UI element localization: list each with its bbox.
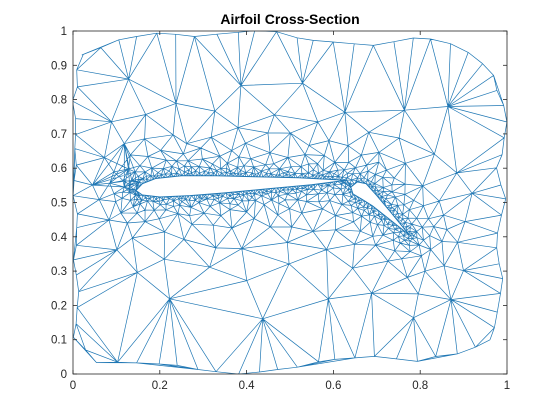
y-tick-label: 0.4 — [51, 232, 68, 244]
y-tick-label: 0.8 — [51, 95, 67, 107]
y-tick-label: 0.6 — [51, 163, 67, 175]
x-tick-label: 0.8 — [412, 380, 428, 392]
y-tick-label: 0.2 — [51, 300, 67, 312]
y-axis: 0 0.1 0.2 0.3 0.4 0.5 0.6 0.7 0.8 0.9 1 — [51, 26, 507, 381]
y-tick-label: 0.7 — [51, 129, 67, 141]
x-axis: 0 0.2 0.4 0.6 0.8 1 — [70, 31, 510, 392]
x-tick-label: 0.4 — [239, 380, 256, 392]
mesh-edges — [73, 31, 507, 374]
y-tick-label: 0.3 — [51, 266, 67, 278]
main-airfoil-outline — [135, 175, 347, 198]
flap-outline — [350, 181, 410, 236]
y-tick-label: 0.1 — [51, 335, 67, 347]
y-tick-label: 1 — [61, 26, 67, 38]
y-tick-label: 0 — [61, 369, 67, 381]
y-tick-label: 0.5 — [51, 198, 67, 210]
chart-title: Airfoil Cross-Section — [220, 11, 359, 27]
x-tick-label: 0.2 — [152, 380, 168, 392]
x-tick-label: 1 — [504, 380, 510, 392]
x-tick-label: 0 — [70, 380, 76, 392]
y-tick-label: 0.9 — [51, 60, 67, 72]
x-tick-label: 0.6 — [325, 380, 341, 392]
mesh-plot-area — [73, 31, 507, 374]
